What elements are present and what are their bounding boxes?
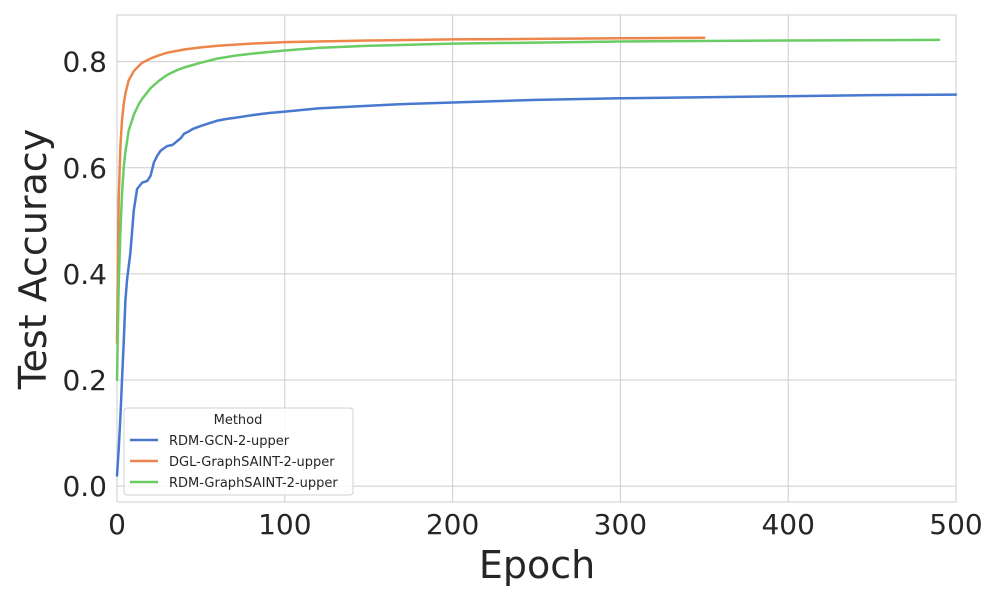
x-tick-label: 0 bbox=[108, 508, 126, 541]
y-tick-label: 0.2 bbox=[62, 364, 107, 397]
x-tick-labels: 0 100 200 300 400 500 bbox=[108, 508, 983, 541]
x-tick-label: 400 bbox=[761, 508, 814, 541]
y-tick-label: 0.4 bbox=[62, 258, 107, 291]
x-axis-label: Epoch bbox=[479, 543, 595, 587]
x-tick-label: 200 bbox=[426, 508, 479, 541]
x-tick-label: 500 bbox=[929, 508, 982, 541]
y-tick-label: 0.8 bbox=[62, 46, 107, 79]
x-tick-label: 100 bbox=[258, 508, 311, 541]
series-lines bbox=[115, 36, 958, 477]
legend-label: RDM-GraphSAINT-2-upper bbox=[169, 476, 338, 491]
series-line-1 bbox=[115, 93, 958, 477]
series-line-2 bbox=[115, 36, 706, 345]
legend-label: DGL-GraphSAINT-2-upper bbox=[169, 455, 335, 470]
y-tick-labels: 0.0 0.2 0.4 0.6 0.8 bbox=[62, 46, 107, 503]
x-tick-label: 300 bbox=[594, 508, 647, 541]
legend-title: Method bbox=[214, 413, 263, 428]
y-tick-label: 0.0 bbox=[62, 470, 107, 503]
legend: Method RDM-GCN-2-upper DGL-GraphSAINT-2-u… bbox=[123, 407, 354, 496]
y-tick-label: 0.6 bbox=[62, 152, 107, 185]
legend-label: RDM-GCN-2-upper bbox=[169, 434, 290, 449]
series-line-3 bbox=[115, 38, 941, 382]
legend-box bbox=[123, 407, 354, 496]
grid-lines bbox=[116, 15, 957, 502]
y-axis-label: Test Accuracy bbox=[11, 129, 55, 390]
